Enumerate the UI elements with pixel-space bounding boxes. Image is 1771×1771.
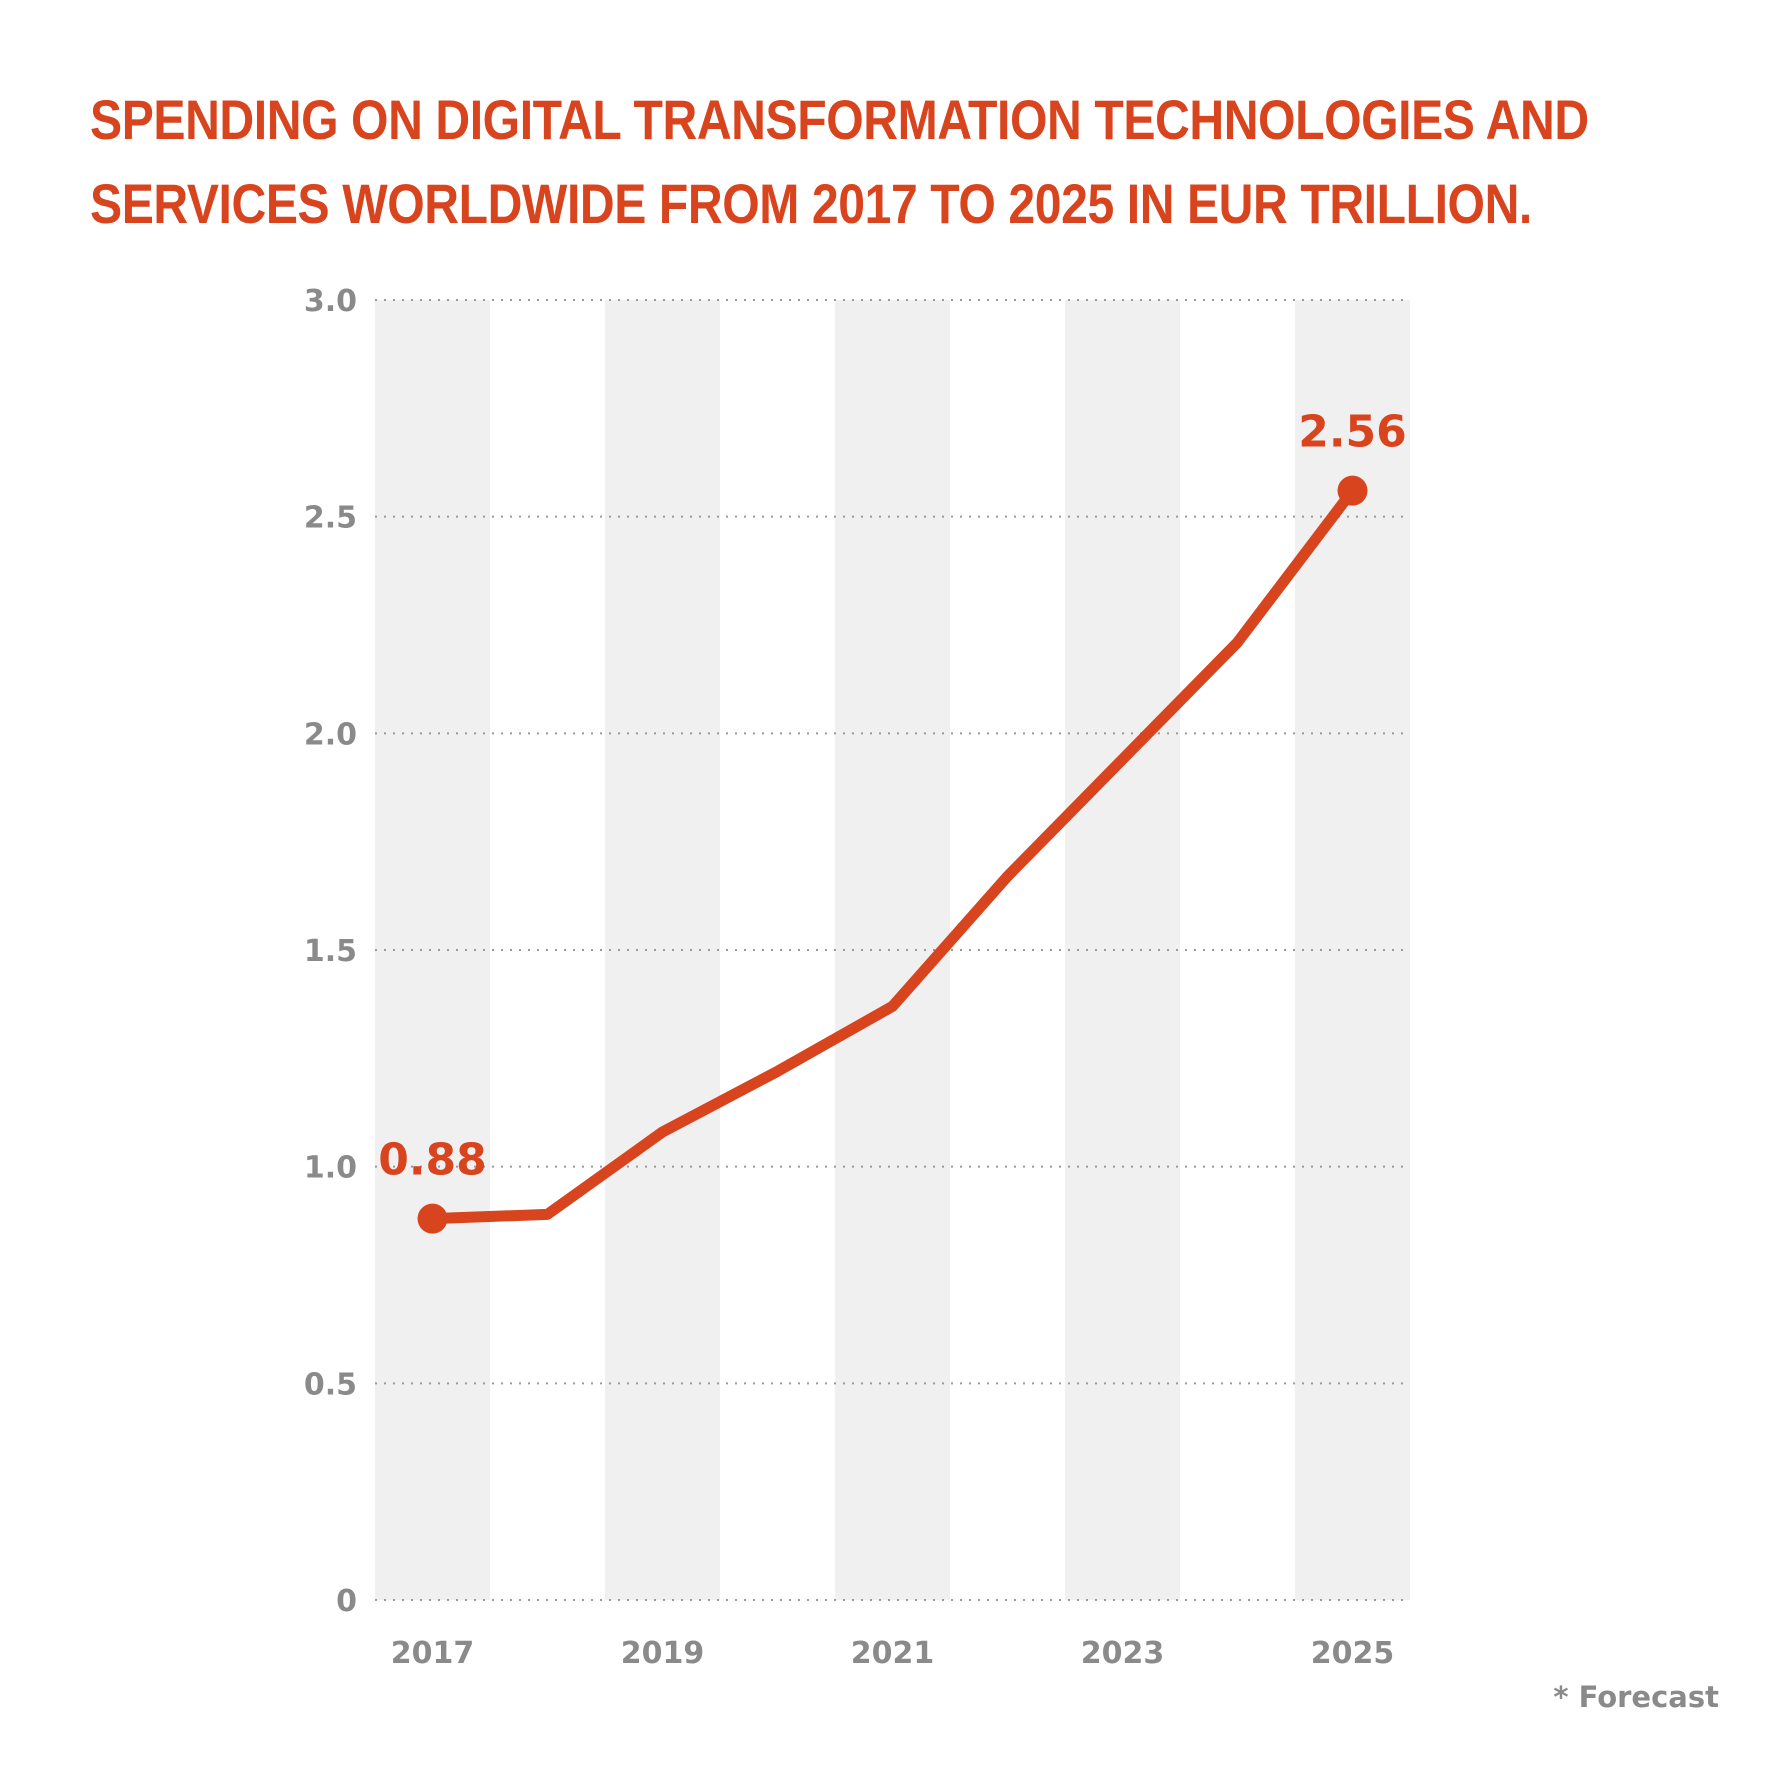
- data-label-2025: 2.56: [1298, 407, 1407, 458]
- y-tick-label: 3.0: [304, 284, 357, 319]
- y-tick-label: 2.5: [304, 501, 357, 536]
- point-marker-2025: [1337, 475, 1368, 506]
- gridlines: [375, 299, 1410, 1601]
- data-label-2017: 0.88: [378, 1135, 487, 1186]
- band-2021: [835, 300, 950, 1600]
- data-labels: 0.88 2.56: [378, 407, 1407, 1186]
- x-tick-label: 2023: [1081, 1636, 1165, 1671]
- chart-title: SPENDING ON DIGITAL TRANSFORMATION TECHN…: [90, 78, 1589, 246]
- x-tick-label: 2025: [1311, 1636, 1395, 1671]
- x-tick-label: 2019: [621, 1636, 705, 1671]
- band-2025: [1295, 300, 1410, 1600]
- y-tick-label: 1.5: [304, 934, 357, 969]
- y-tick-label: 0: [336, 1584, 357, 1619]
- band-2017: [375, 300, 490, 1600]
- x-axis-tick-labels: 2017 2019 2021 2023 2025: [391, 1636, 1395, 1671]
- y-tick-label: 0.5: [304, 1367, 357, 1402]
- forecast-footnote: * Forecast: [1553, 1680, 1719, 1714]
- x-tick-label: 2017: [391, 1636, 475, 1671]
- background-bands: [375, 300, 1410, 1600]
- y-axis-tick-labels: 0 0.5 1.0 1.5 2.0 2.5 3.0: [304, 284, 357, 1619]
- band-2019: [605, 300, 720, 1600]
- point-marker-2017: [417, 1203, 448, 1234]
- series-line: [427, 485, 1358, 1225]
- chart-title-line-1: SPENDING ON DIGITAL TRANSFORMATION TECHN…: [90, 88, 1589, 151]
- series-group: [417, 475, 1368, 1234]
- x-tick-label: 2021: [851, 1636, 935, 1671]
- y-tick-label: 1.0: [304, 1151, 357, 1186]
- y-tick-label: 2.0: [304, 717, 357, 752]
- chart-title-line-2: SERVICES WORLDWIDE FROM 2017 TO 2025 IN …: [90, 172, 1532, 235]
